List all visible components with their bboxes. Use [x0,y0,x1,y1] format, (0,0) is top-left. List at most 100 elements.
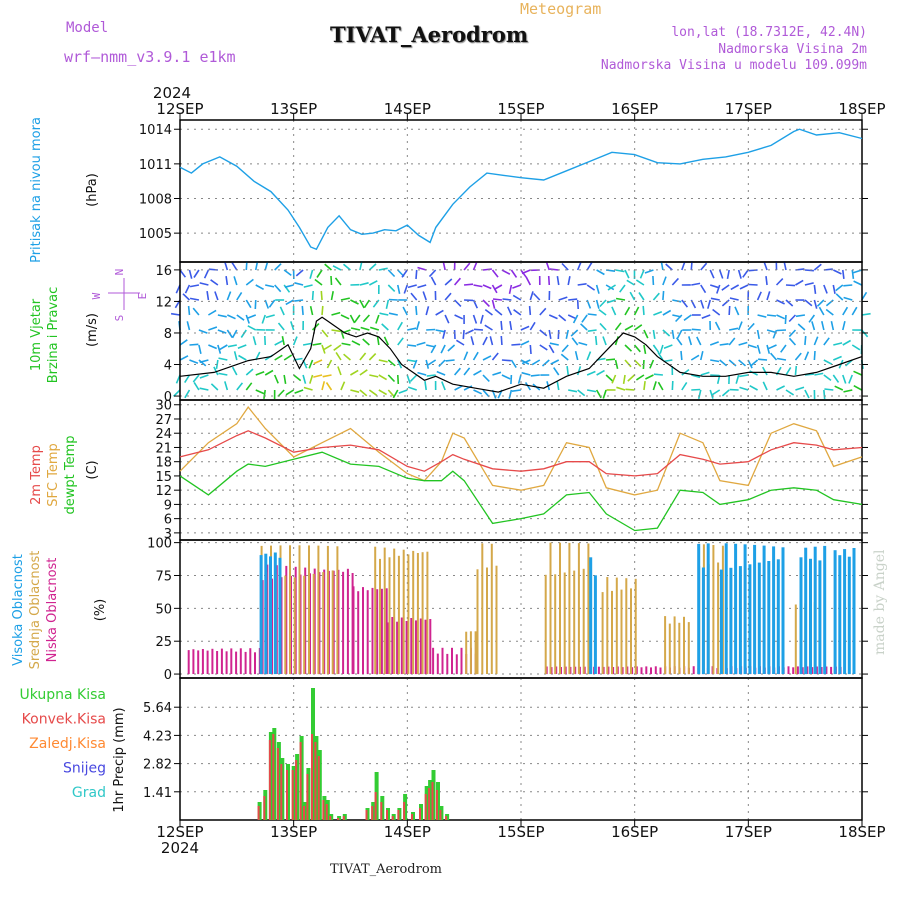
wind-arrow [785,389,795,396]
wind-arrow [511,389,521,392]
wind-arrow [401,269,408,278]
cloud-bar-2 [650,667,652,675]
wind-arrow [804,335,807,346]
wind-arrow [738,341,748,346]
wind-arrow [231,329,238,339]
cloud-bar-0 [781,547,785,674]
wind-arrow [337,366,342,376]
wind-arrow [804,299,813,307]
wind-arrow [721,299,730,307]
wind-arrow [652,329,656,340]
precip-conv-bar [424,794,427,820]
wind-arrow [714,321,721,331]
wind-arrow [821,321,825,331]
precip-conv-bar [342,816,345,820]
cloud-unit-0: (%) [93,599,108,622]
wind-arrow [657,381,664,391]
pressure-line [179,128,863,251]
bottom-date-tick-label: 13SEP [270,823,317,841]
wind-arrow [721,284,730,291]
cloud-bar-1 [421,552,424,675]
top-year-label: 2024 [153,84,191,102]
wind-arrow [489,336,494,346]
wind-arrow [385,299,390,309]
cloud-bar-1 [620,589,623,675]
wind-arrow [444,292,452,301]
precip-conv-bar [322,800,325,820]
wind-arrow [285,299,295,306]
wind-arrow [549,268,559,271]
2m-temp-line [179,430,863,477]
wind-arrow [735,374,740,384]
wind-arrow [711,389,721,396]
wind-arrow [247,325,257,331]
wind-arrow [616,386,626,391]
precip-conv-bar [439,810,442,820]
precip-conv-bar [263,796,266,820]
wind-arrow [691,374,701,379]
wind-arrow [672,299,682,303]
cloud-bar-1 [426,551,429,675]
wind-arrow [788,337,797,346]
precip-conv-bar [286,770,288,820]
wind-arrow [309,269,314,279]
wind-arrow [576,366,582,376]
cloud-bar-2 [230,648,233,674]
wind-arrow [611,374,617,384]
wind-arrow [747,344,757,349]
wind-arrow [309,374,314,384]
wind-arrow [359,299,365,309]
wind-arrow [482,355,492,361]
cloud-bar-1 [336,546,339,675]
wind-arrow [238,354,247,361]
wind-arrow [578,341,588,346]
wind-arrow [340,381,346,391]
wind-arrow [502,298,512,301]
wind-arrow [438,359,446,367]
wind-arrow [804,269,814,272]
wind-arrow [283,269,292,277]
cloud-bar-0 [799,557,803,675]
cloud-bar-1 [563,572,566,675]
wind-arrow [788,329,797,338]
wind-arrow [198,359,207,367]
cloud-bar-1 [379,558,381,675]
wind-arrow [851,344,861,351]
cloud-bar-1 [495,565,498,674]
wind-arrow [283,354,293,361]
wind-arrow [614,336,619,346]
wind-arrow [548,329,552,340]
top-date-tick-label: 14SEP [384,100,431,118]
wind-arrow [776,385,785,391]
wind-arrow [231,366,238,376]
wind-arrow [473,284,483,288]
compass-south: S [113,315,126,322]
wind-arrow [662,309,672,316]
wind-arrow [615,269,625,273]
wind-arrow [472,261,478,271]
cloud-bar-1 [393,548,396,674]
wind-arrow [294,282,304,286]
wind-arrow [719,343,729,346]
wind-arrow [681,381,688,391]
wind-arrow [596,269,605,276]
bottom-date-tick-label: 14SEP [384,823,431,841]
wind-arrow [509,320,513,331]
wind-arrow [567,276,571,286]
model-name: wrf–nmm_v3.9.1 e1km [64,48,236,66]
wind-arrow [525,276,532,286]
cloud-bar-1 [383,547,386,674]
wind-arrow [550,359,560,365]
wind-arrow [453,367,462,376]
sfc-temp-line [179,406,863,496]
wind-arrow [368,263,377,271]
wind-arrow [426,374,436,377]
precip-conv-bar [403,802,406,820]
wind-arrow [359,352,367,361]
wind-arrow [662,290,665,301]
wind-arrow [342,263,351,271]
wind-arrow [832,284,836,294]
wind-arrow [662,276,667,286]
precip-conv-bar [445,816,448,820]
wind-arrow [709,341,719,346]
